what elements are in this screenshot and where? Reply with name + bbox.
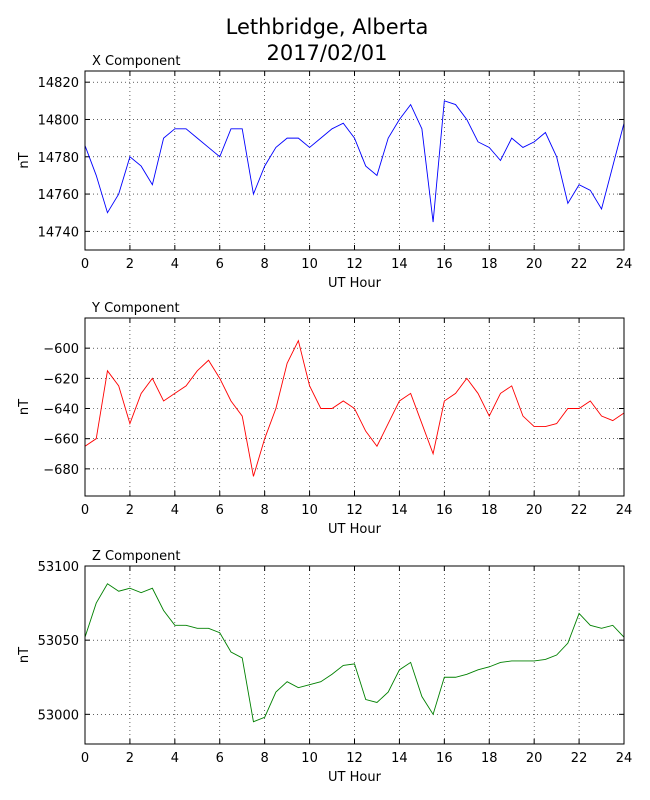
x-tick-label: 0 <box>81 751 89 766</box>
axes-title: Z Component <box>92 549 181 564</box>
y-tick-label: −640 <box>43 403 79 418</box>
y-tick-label: 14820 <box>38 76 79 91</box>
y-axis-label: nT <box>17 152 32 168</box>
figure-subtitle: 2017/02/01 <box>266 41 387 65</box>
axes-title: Y Component <box>91 301 180 316</box>
x-tick-label: 14 <box>391 503 408 518</box>
axes-frame <box>84 317 625 497</box>
x-tick-label: 12 <box>346 503 363 518</box>
x-tick-label: 14 <box>391 257 408 272</box>
x-axis-label: UT Hour <box>328 522 382 537</box>
y-tick-label: 14740 <box>38 225 79 240</box>
x-tick-label: 0 <box>81 503 89 518</box>
x-tick-label: 24 <box>616 503 633 518</box>
x-tick-label: 8 <box>261 751 269 766</box>
x-tick-label: 16 <box>436 751 453 766</box>
x-tick-label: 2 <box>126 257 134 272</box>
x-axis-label: UT Hour <box>328 770 382 785</box>
x-tick-label: 12 <box>346 751 363 766</box>
x-tick-label: 24 <box>616 751 633 766</box>
x-tick-label: 16 <box>436 503 453 518</box>
y-tick-label: −620 <box>43 372 79 387</box>
axes-title: X Component <box>92 54 181 69</box>
y-tick-label: −600 <box>43 342 79 357</box>
y-tick-label: 14800 <box>38 113 79 128</box>
x-tick-label: 20 <box>526 257 543 272</box>
x-tick-label: 18 <box>481 751 498 766</box>
x-tick-label: 16 <box>436 257 453 272</box>
x-tick-label: 8 <box>261 257 269 272</box>
data-line <box>84 583 625 723</box>
axes-frame <box>84 565 625 745</box>
x-tick-label: 4 <box>171 257 179 272</box>
x-tick-label: 6 <box>216 503 224 518</box>
y-tick-label: 53050 <box>38 634 79 649</box>
y-tick-label: 14780 <box>38 151 79 166</box>
x-tick-label: 12 <box>346 257 363 272</box>
x-tick-label: 6 <box>216 751 224 766</box>
x-tick-label: 14 <box>391 751 408 766</box>
x-tick-label: 18 <box>481 257 498 272</box>
x-tick-label: 22 <box>571 257 588 272</box>
x-tick-label: 6 <box>216 257 224 272</box>
figure-title: Lethbridge, Alberta <box>226 15 429 39</box>
x-tick-label: 4 <box>171 503 179 518</box>
x-tick-label: 2 <box>126 503 134 518</box>
axes-frame <box>84 70 625 251</box>
x-tick-label: 22 <box>571 751 588 766</box>
y-tick-label: −680 <box>43 463 79 478</box>
x-tick-label: 10 <box>301 503 318 518</box>
x-tick-label: 24 <box>616 257 633 272</box>
data-line <box>84 339 625 477</box>
x-tick-label: 10 <box>301 751 318 766</box>
y-tick-label: 14760 <box>38 188 79 203</box>
data-line <box>84 100 625 223</box>
x-tick-label: 0 <box>81 257 89 272</box>
y-tick-label: −660 <box>43 433 79 448</box>
x-tick-label: 20 <box>526 751 543 766</box>
x-tick-label: 18 <box>481 503 498 518</box>
y-tick-label: 53100 <box>38 560 79 575</box>
y-tick-label: 53000 <box>38 708 79 723</box>
y-axis-label: nT <box>17 399 32 415</box>
x-axis-label: UT Hour <box>328 276 382 291</box>
y-axis-label: nT <box>17 647 32 663</box>
x-tick-label: 10 <box>301 257 318 272</box>
x-tick-label: 4 <box>171 751 179 766</box>
x-tick-label: 20 <box>526 503 543 518</box>
x-tick-label: 2 <box>126 751 134 766</box>
x-tick-label: 8 <box>261 503 269 518</box>
x-tick-label: 22 <box>571 503 588 518</box>
